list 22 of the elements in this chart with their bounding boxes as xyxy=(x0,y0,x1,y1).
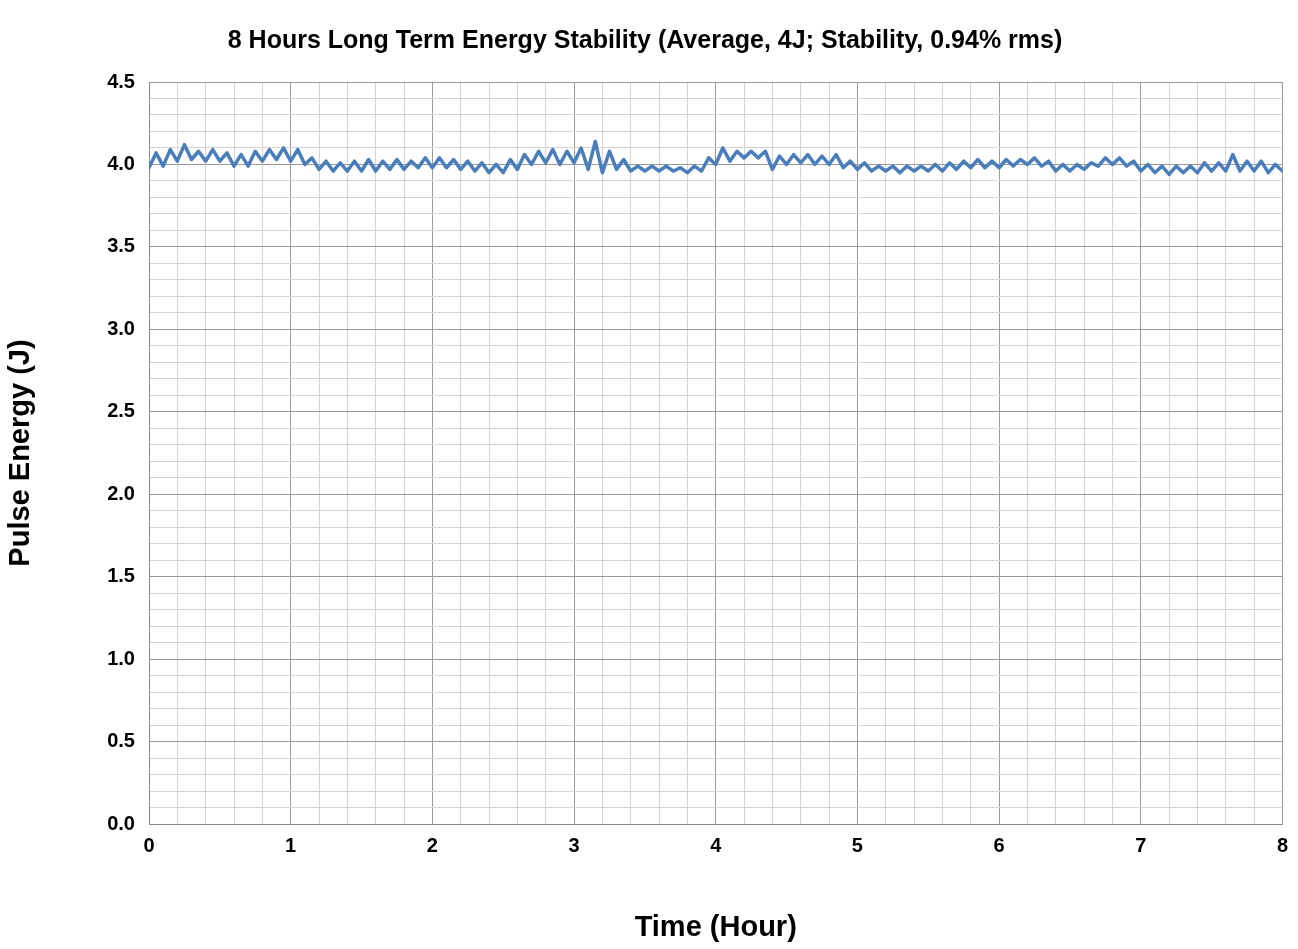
y-tick-label: 3.5 xyxy=(107,234,135,257)
y-tick-label: 2.0 xyxy=(107,481,135,504)
x-axis-title: Time (Hour) xyxy=(634,909,797,942)
y-tick-label: 0.0 xyxy=(107,811,135,834)
y-tick-label: 4.0 xyxy=(107,151,135,174)
x-tick-label: 2 xyxy=(426,833,438,856)
y-tick-label: 0.5 xyxy=(107,729,135,752)
x-tick-label: 3 xyxy=(568,833,580,856)
x-tick-label: 5 xyxy=(851,833,863,856)
y-tick-label: 4.5 xyxy=(107,69,135,92)
x-tick-label: 8 xyxy=(1276,833,1288,856)
x-tick-label: 6 xyxy=(993,833,1005,856)
x-tick-label: 4 xyxy=(710,833,723,856)
y-tick-label: 3.0 xyxy=(107,316,135,339)
chart-title: 8 Hours Long Term Energy Stability (Average, 4J; Stability, 0.94% rms) xyxy=(227,24,1063,53)
y-tick-label: 2.5 xyxy=(107,399,135,422)
y-tick-label: 1.5 xyxy=(107,564,135,587)
x-tick-label: 0 xyxy=(143,833,155,856)
y-axis-title: Pulse Energy (J) xyxy=(3,339,36,567)
y-tick-label: 1.0 xyxy=(107,646,135,669)
x-tick-label: 7 xyxy=(1135,833,1147,856)
x-tick-label: 1 xyxy=(285,833,297,856)
